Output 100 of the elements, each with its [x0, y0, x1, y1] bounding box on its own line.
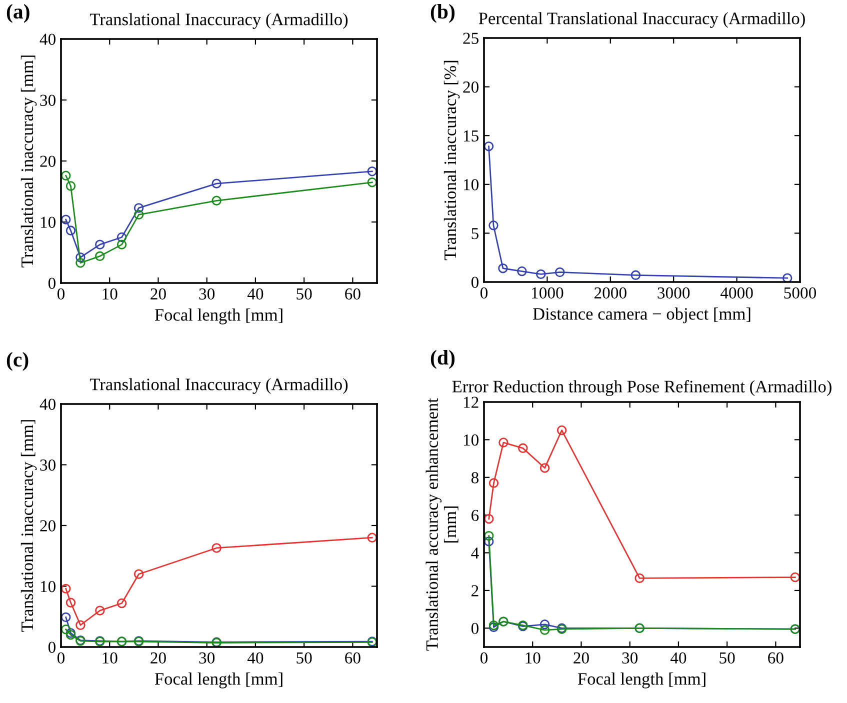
point	[61, 170, 71, 180]
y-tick-label: 20	[40, 520, 56, 532]
point	[61, 584, 71, 594]
y-tick-label: 0	[471, 276, 479, 288]
y-tick-label: 20	[40, 156, 56, 167]
point	[484, 514, 494, 524]
y-tick-label: 12	[464, 396, 478, 408]
y-tick-label: 5	[472, 228, 478, 240]
point	[630, 270, 641, 280]
point	[134, 203, 144, 213]
y-tick-label: 6	[472, 510, 479, 522]
x-tick-label: 30	[199, 652, 215, 664]
point	[66, 181, 76, 191]
x-tick-label: 10	[102, 288, 118, 300]
point	[517, 266, 527, 276]
point	[488, 220, 498, 230]
y-tick-label: 30	[40, 459, 56, 471]
point	[212, 543, 222, 553]
y-tick-label: 0	[48, 642, 56, 653]
text: (c)	[6, 352, 28, 371]
x-tick-label: 20	[574, 652, 589, 664]
point	[134, 569, 144, 579]
point	[134, 210, 144, 220]
x-tick-label: 50	[296, 652, 312, 664]
x-tick-label: 20	[150, 652, 166, 664]
x-tick-label: 3000	[658, 287, 690, 299]
y-axis-title: Translational inaccuracy [mm]	[20, 420, 37, 632]
y-tick-label: 15	[464, 130, 478, 142]
y-tick-label: 0	[48, 278, 56, 289]
y-tick-label: 40	[40, 34, 56, 45]
x-tick-label: 60	[768, 652, 784, 664]
point	[484, 530, 494, 541]
x-tick-label: 10	[526, 652, 540, 664]
point	[790, 572, 800, 582]
point	[367, 532, 377, 543]
y-tick-label: 4	[471, 548, 479, 559]
point	[95, 606, 105, 616]
y-tick-label: 10	[40, 580, 56, 592]
point	[498, 438, 508, 448]
x-tick-label: 50	[296, 288, 312, 300]
y-tick-label: 10	[464, 434, 479, 446]
text: (a)	[6, 4, 30, 23]
x-tick-label: 60	[345, 288, 360, 300]
y-axis-title: Translational accuracy enhancement [mm]	[426, 398, 458, 651]
y-tick-label: 20	[463, 82, 479, 93]
x-tick-label: 5000	[784, 287, 816, 299]
x-tick-label: 0	[57, 652, 65, 664]
point	[61, 214, 71, 224]
point	[95, 251, 105, 262]
point	[484, 536, 494, 546]
chart-title: Error Reduction through Pose Refinement (Armadillo)	[452, 380, 832, 396]
x-tick-label: 0	[480, 652, 488, 664]
point	[367, 177, 377, 188]
x-tick-label: 40	[247, 288, 264, 300]
x-tick-label: 0	[480, 287, 488, 299]
y-tick-label: 25	[463, 32, 478, 44]
chart-title: Percental Translational Inaccuracy (Armadillo)	[478, 12, 805, 28]
text: (b)	[430, 4, 455, 23]
point	[76, 620, 86, 630]
point	[95, 240, 105, 250]
x-axis-title: Focal length [mm]	[154, 672, 282, 688]
point	[116, 598, 127, 608]
point	[634, 573, 644, 584]
point	[116, 240, 127, 250]
point	[556, 425, 567, 436]
point	[554, 267, 565, 278]
chart-title: Translational Inaccuracy (Armadillo)	[90, 13, 348, 29]
x-tick-label: 10	[102, 652, 118, 664]
x-tick-label: 30	[622, 652, 638, 664]
point	[540, 620, 550, 630]
y-tick-label: 10	[40, 216, 56, 228]
point	[212, 196, 222, 206]
x-tick-label: 2000	[594, 287, 626, 299]
point	[66, 226, 76, 236]
y-axis-title: Translational inaccuracy [mm]	[20, 56, 37, 268]
x-tick-label: 60	[345, 652, 360, 664]
x-axis-title: Focal length [mm]	[154, 308, 282, 324]
x-tick-label: 1000	[532, 287, 564, 299]
point	[488, 478, 499, 488]
y-tick-label: 30	[40, 94, 56, 106]
point	[61, 612, 71, 622]
text: (d)	[430, 350, 455, 369]
point	[484, 141, 494, 152]
x-tick-label: 40	[247, 652, 264, 664]
x-tick-label: 4000	[720, 287, 753, 299]
point	[540, 463, 550, 473]
point	[76, 252, 86, 262]
point	[536, 269, 546, 280]
point	[116, 232, 127, 242]
point	[212, 178, 222, 188]
y-tick-label: 10	[464, 179, 479, 190]
point	[518, 443, 528, 454]
x-tick-label: 30	[199, 288, 215, 300]
point	[61, 624, 71, 634]
x-tick-label: 0	[57, 288, 65, 300]
point	[66, 598, 76, 608]
x-axis-title: Distance camera − object [mm]	[533, 308, 750, 324]
y-tick-label: 40	[40, 398, 56, 410]
x-axis-title: Focal length [mm]	[578, 672, 706, 688]
point	[540, 625, 550, 635]
